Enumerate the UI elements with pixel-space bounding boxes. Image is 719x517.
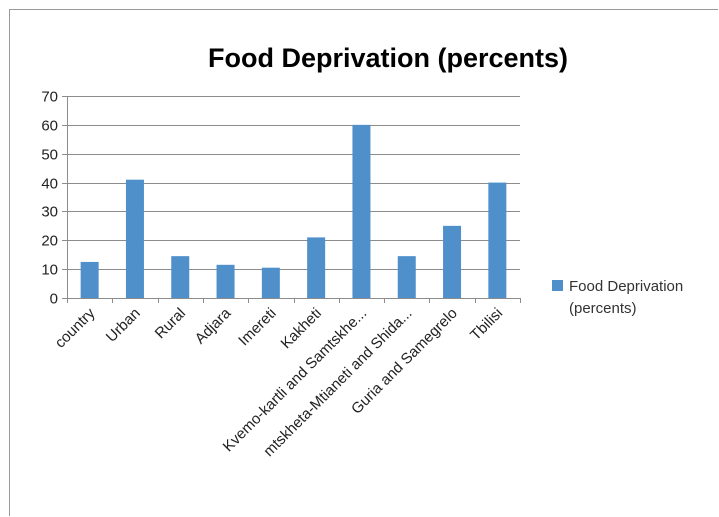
- bar: [125, 179, 144, 298]
- y-tick-label: 20: [41, 233, 58, 250]
- x-category-label: Rural: [152, 305, 189, 342]
- bar: [397, 256, 416, 298]
- y-tick-label: 10: [41, 262, 58, 279]
- bar: [171, 256, 190, 298]
- bar: [443, 225, 462, 298]
- bar: [216, 264, 235, 298]
- y-tick-label: 50: [41, 147, 58, 164]
- bar-chart: Food Deprivation (percents) 0 10 20 30 40 50 6…: [41, 43, 683, 460]
- legend-label-line: (percents): [569, 300, 637, 317]
- y-tick-label: 70: [41, 89, 58, 106]
- bar: [352, 124, 371, 298]
- y-tick-label: 0: [50, 291, 58, 308]
- bar: [261, 267, 280, 298]
- x-category-label: country: [52, 304, 99, 351]
- x-category-label: Imereti: [235, 305, 279, 349]
- chart-title: Food Deprivation (percents): [208, 43, 568, 73]
- legend-label: Food Deprivation (percents): [569, 278, 683, 317]
- axes: [62, 96, 521, 303]
- y-tick-label: 40: [41, 176, 58, 193]
- x-category-label: Adjara: [192, 304, 235, 347]
- bars: [80, 124, 507, 298]
- legend-swatch: [552, 280, 563, 291]
- y-tick-label: 30: [41, 204, 58, 221]
- x-category-label: Urban: [103, 305, 144, 346]
- bar: [307, 237, 326, 298]
- bar: [488, 182, 507, 298]
- chart-frame: Food Deprivation (percents) 0 10 20 30 40 50 6…: [9, 9, 718, 516]
- y-axis-tick-labels: 0 10 20 30 40 50 60 70: [41, 89, 58, 308]
- legend-label-line: Food Deprivation: [569, 278, 683, 295]
- bar: [80, 261, 99, 298]
- legend: Food Deprivation (percents): [552, 278, 683, 317]
- x-axis-category-labels: country Urban Rural Adjara ImeretiKakhetiKve…: [52, 304, 507, 460]
- y-tick-label: 60: [41, 118, 58, 135]
- x-category-label: Tbilisi: [467, 305, 506, 344]
